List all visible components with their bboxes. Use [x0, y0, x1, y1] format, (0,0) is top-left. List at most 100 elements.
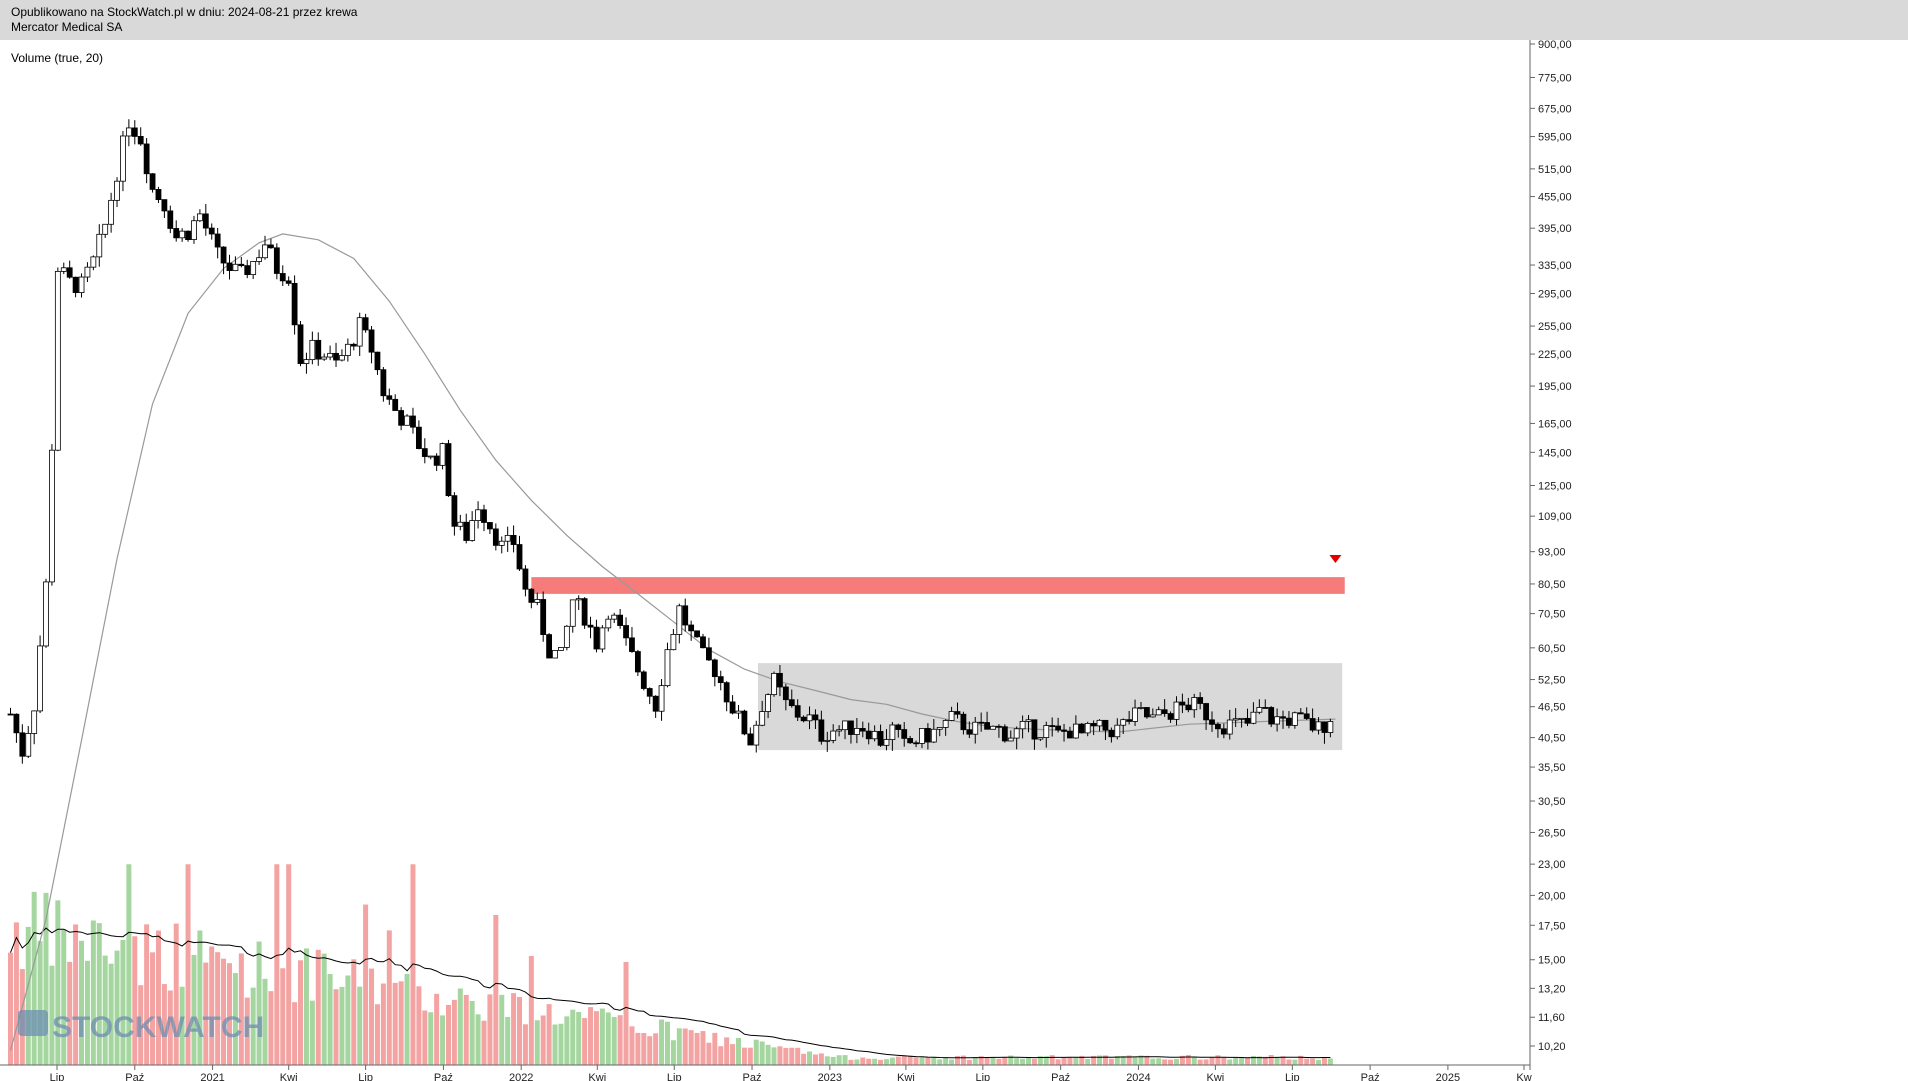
- candle-body: [759, 711, 766, 726]
- candle-body: [682, 605, 689, 626]
- candle-body: [634, 651, 641, 673]
- volume-bar: [1037, 1056, 1043, 1065]
- instrument-name: Mercator Medical SA: [11, 20, 123, 34]
- candle-body: [191, 220, 197, 240]
- volume-bar: [1156, 1058, 1162, 1065]
- candle-body: [984, 722, 990, 730]
- volume-bar: [374, 1004, 380, 1065]
- volume-bar: [901, 1055, 907, 1065]
- volume-bar: [1185, 1055, 1191, 1065]
- candle-body: [747, 733, 754, 746]
- price-tick-label: 11,60: [1538, 1012, 1565, 1024]
- volume-bar: [937, 1059, 943, 1065]
- volume-bar: [866, 1058, 872, 1065]
- time-tick-label: Paź: [1051, 1072, 1070, 1081]
- volume-bar: [789, 1047, 795, 1065]
- candle-body: [877, 730, 884, 746]
- volume-bar: [428, 1012, 434, 1065]
- candle-body: [842, 720, 848, 731]
- price-tick-label: 60,50: [1538, 643, 1566, 655]
- volume-bar: [333, 989, 339, 1065]
- volume-bar: [576, 1012, 582, 1065]
- candle-body: [125, 127, 132, 137]
- volume-bar: [1108, 1058, 1114, 1065]
- volume-bar: [700, 1031, 706, 1065]
- candle-body: [528, 588, 535, 603]
- volume-bar: [120, 939, 126, 1065]
- candle-body: [587, 624, 594, 628]
- candle-body: [392, 398, 399, 411]
- volume-bar: [1256, 1056, 1262, 1065]
- candle-body: [208, 227, 215, 235]
- price-tick-label: 20,00: [1538, 890, 1566, 902]
- candle-body: [782, 686, 789, 701]
- candle-body: [1167, 713, 1174, 720]
- volume-bar: [1179, 1055, 1185, 1065]
- candle-body: [202, 213, 209, 229]
- time-tick-label: Paź: [1361, 1072, 1380, 1081]
- volume-bar: [505, 1016, 511, 1065]
- candle-body: [924, 728, 931, 743]
- candle-body: [309, 339, 316, 361]
- volume-bar: [292, 1002, 298, 1065]
- time-tick-label: Kwi: [897, 1072, 915, 1081]
- candle-body: [510, 534, 517, 545]
- volume-bar: [1209, 1057, 1215, 1065]
- candle-body: [765, 694, 771, 712]
- volume-bar: [617, 1015, 623, 1065]
- volume-bar: [682, 1028, 688, 1065]
- candle-body: [173, 228, 180, 239]
- candle-body: [149, 173, 156, 190]
- volume-bar: [1262, 1056, 1268, 1065]
- candle-body: [120, 135, 126, 182]
- volume-bar: [1268, 1055, 1274, 1065]
- candle-body: [1250, 711, 1257, 724]
- volume-bar: [771, 1047, 777, 1065]
- volume-bar: [250, 987, 256, 1065]
- candle-body: [285, 280, 292, 284]
- candle-body: [1197, 697, 1204, 704]
- candle-body: [273, 247, 280, 274]
- candle-body: [344, 343, 351, 356]
- candle-body: [581, 598, 588, 626]
- candle-body: [1007, 737, 1014, 742]
- candles-layer: [7, 119, 1334, 764]
- volume-bar: [1132, 1057, 1138, 1065]
- volume-bar: [878, 1059, 884, 1065]
- candle-body: [445, 443, 452, 497]
- volume-bar: [889, 1057, 895, 1065]
- volume-bar: [197, 930, 203, 1065]
- candle-body: [1303, 713, 1310, 719]
- volume-bar: [1203, 1059, 1209, 1065]
- volume-bar: [203, 962, 209, 1065]
- candle-body: [676, 605, 683, 635]
- price-volume-chart[interactable]: 900,00 775,00 675,00 595,00 515,00 455,00 395,…: [0, 40, 1908, 1081]
- candle-body: [558, 647, 564, 651]
- volume-bar: [522, 1024, 528, 1065]
- volume-bar: [747, 1047, 753, 1065]
- volume-bar: [954, 1056, 960, 1065]
- candle-body: [1078, 723, 1085, 734]
- candle-body: [960, 713, 967, 731]
- volume-bar: [191, 954, 197, 1065]
- candle-body: [66, 267, 73, 278]
- candle-body: [1274, 716, 1281, 725]
- time-tick-label: 2022: [509, 1072, 533, 1081]
- candle-body: [481, 509, 487, 523]
- candle-body: [623, 625, 629, 639]
- candle-body: [1203, 703, 1209, 721]
- volume-bar: [1310, 1058, 1316, 1065]
- time-tick-label: 2021: [200, 1072, 224, 1081]
- volume-bar: [1120, 1056, 1126, 1065]
- volume-bar: [540, 1015, 546, 1065]
- candle-body: [700, 636, 706, 649]
- volume-bar: [226, 963, 232, 1065]
- candle-body: [1043, 725, 1050, 738]
- volume-bar: [978, 1056, 984, 1065]
- candle-body: [788, 699, 795, 707]
- candle-body: [350, 343, 357, 347]
- volume-bar: [1274, 1057, 1280, 1065]
- price-tick-label: 17,50: [1538, 920, 1566, 932]
- candle-body: [1321, 721, 1328, 733]
- volume-bar: [126, 864, 132, 1065]
